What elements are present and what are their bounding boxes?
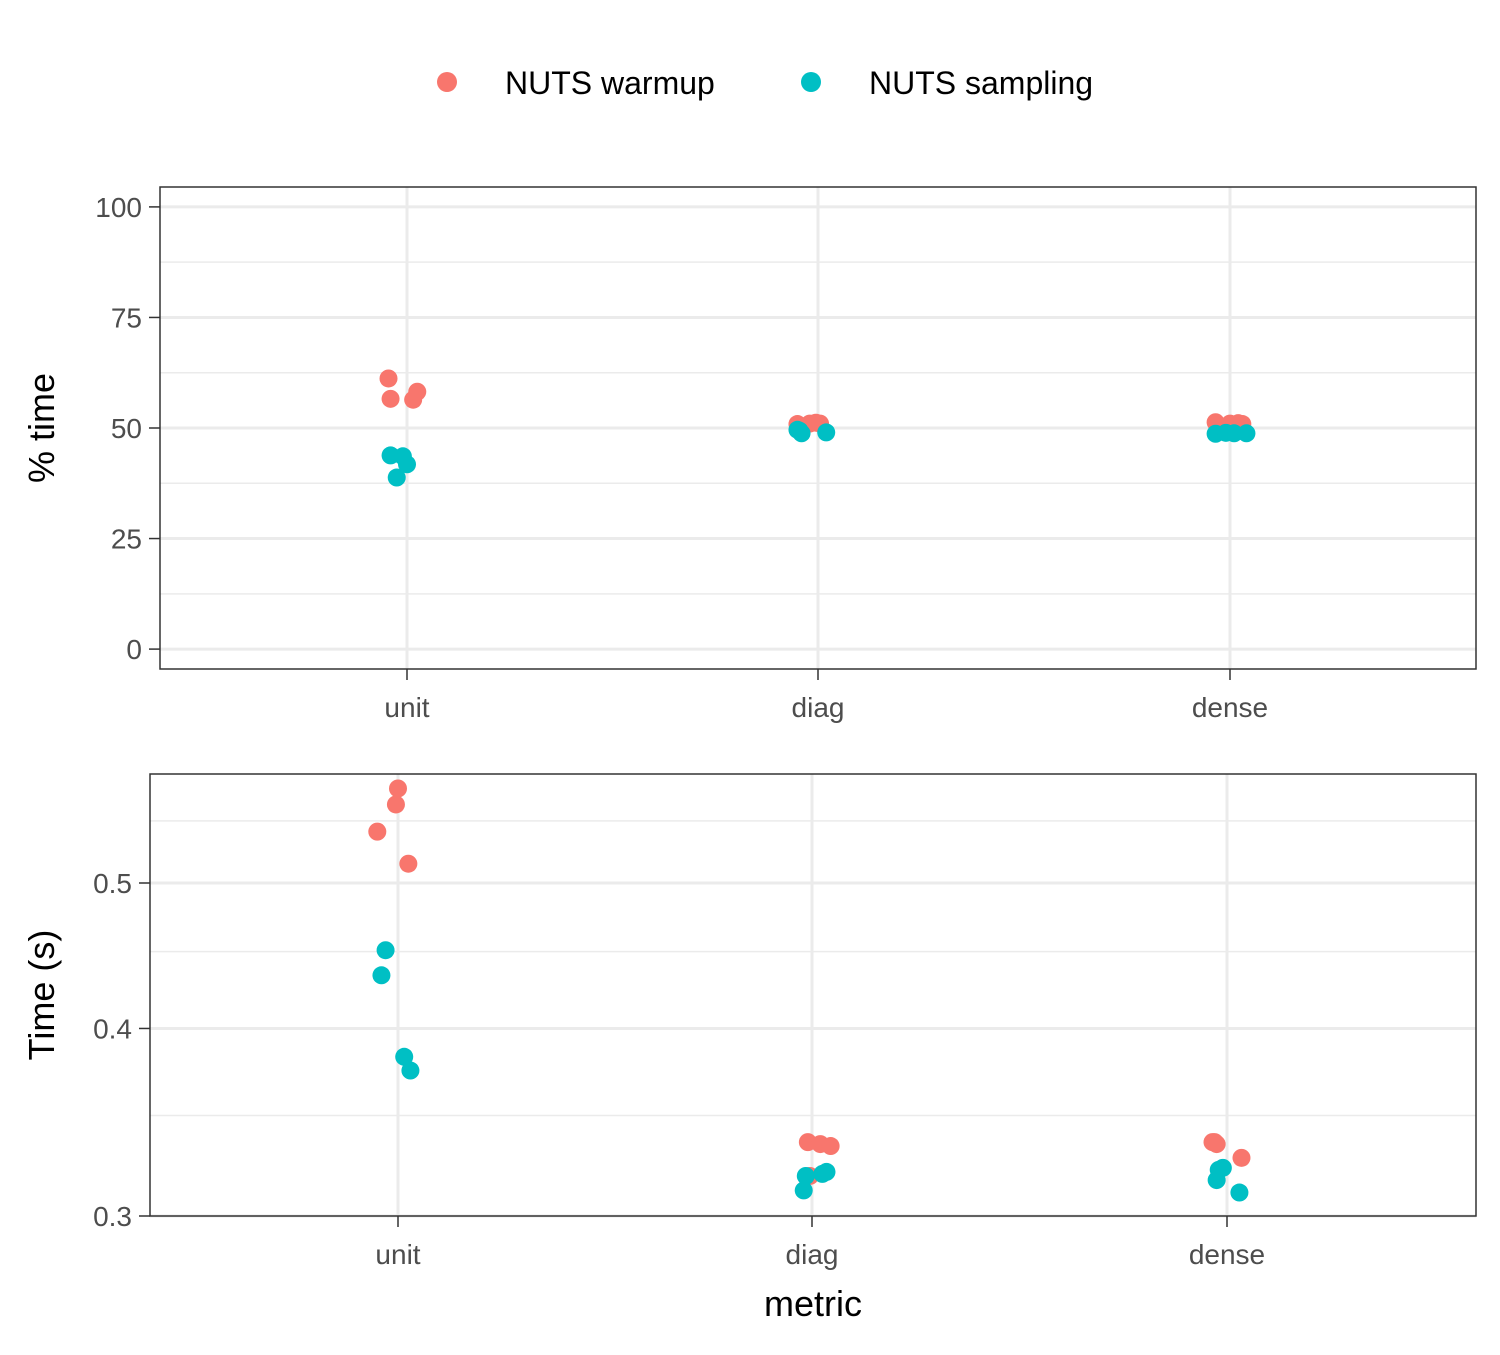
point-nuts-warmup-dense	[1205, 1133, 1224, 1152]
y-tick-label: 0.5	[93, 868, 132, 899]
point-nuts-warmup-unit	[379, 369, 398, 388]
point-nuts-sampling-unit	[376, 941, 395, 960]
time-seconds-y-axis: 0.3 0.4 0.5	[93, 868, 150, 1232]
percent-time-x-axis: unit diag dense	[384, 669, 1268, 723]
legend-marker-nuts-warmup	[437, 72, 457, 92]
percent-time-gridlines	[160, 187, 1476, 669]
point-nuts-warmup-unit	[386, 795, 405, 814]
percent-time-points	[379, 369, 1256, 487]
time-seconds-points	[368, 779, 1251, 1202]
percent-time-y-axis-title: % time	[21, 373, 62, 483]
x-tick-label-dense: dense	[1189, 1239, 1265, 1270]
point-nuts-sampling-diag	[788, 420, 807, 439]
percent-time-y-axis: 0 25 50 75 100	[95, 192, 160, 665]
point-nuts-sampling-dense	[1230, 1183, 1249, 1202]
point-nuts-sampling-unit	[401, 1061, 420, 1080]
point-nuts-sampling-diag	[817, 423, 836, 442]
time-seconds-x-axis: unit diag dense	[375, 1216, 1265, 1270]
point-nuts-sampling-diag	[817, 1162, 836, 1181]
x-tick-label-diag: diag	[792, 692, 845, 723]
point-nuts-warmup-unit	[368, 822, 387, 841]
time-seconds-y-axis-title: Time (s)	[21, 930, 62, 1061]
point-nuts-sampling-diag	[794, 1181, 813, 1200]
y-tick-label: 75	[111, 302, 142, 333]
time-seconds-panel: 0.3 0.4 0.5 unit diag dense Time (s) metric	[21, 773, 1477, 1324]
x-tick-label-dense: dense	[1192, 692, 1268, 723]
point-nuts-warmup-unit	[408, 382, 427, 401]
y-tick-label: 25	[111, 524, 142, 555]
point-nuts-sampling-dense	[1213, 1158, 1232, 1177]
point-nuts-warmup-unit	[381, 389, 400, 408]
point-nuts-sampling-unit	[387, 468, 406, 487]
point-nuts-warmup-dense	[1232, 1148, 1251, 1167]
y-tick-label: 0	[126, 634, 142, 665]
point-nuts-sampling-diag	[796, 1166, 815, 1185]
legend-marker-nuts-sampling	[801, 72, 821, 92]
x-tick-label-diag: diag	[786, 1239, 839, 1270]
point-nuts-sampling-unit	[395, 1047, 414, 1066]
time-seconds-gridlines	[150, 774, 1476, 1218]
point-nuts-warmup-unit	[389, 779, 407, 798]
y-tick-label: 0.3	[93, 1201, 132, 1232]
legend-label-nuts-warmup: NUTS warmup	[505, 65, 715, 101]
y-tick-label: 100	[95, 192, 142, 223]
x-tick-label-unit: unit	[384, 692, 429, 723]
y-tick-label: 0.4	[93, 1013, 132, 1044]
time-seconds-panel-border	[149, 773, 1477, 1217]
x-tick-label-unit: unit	[375, 1239, 420, 1270]
point-nuts-sampling-unit	[372, 966, 391, 985]
point-nuts-warmup-diag	[821, 1137, 840, 1156]
x-axis-title: metric	[764, 1283, 862, 1324]
point-nuts-sampling-unit	[398, 455, 416, 474]
legend: NUTS warmup NUTS sampling	[437, 65, 1093, 101]
point-nuts-warmup-unit	[399, 854, 418, 873]
legend-label-nuts-sampling: NUTS sampling	[869, 65, 1093, 101]
y-tick-label: 50	[111, 413, 142, 444]
point-nuts-sampling-dense	[1225, 424, 1244, 443]
percent-time-panel: 0 25 50 75 100 unit diag dense % time	[21, 186, 1477, 723]
point-nuts-sampling-dense	[1237, 424, 1256, 443]
